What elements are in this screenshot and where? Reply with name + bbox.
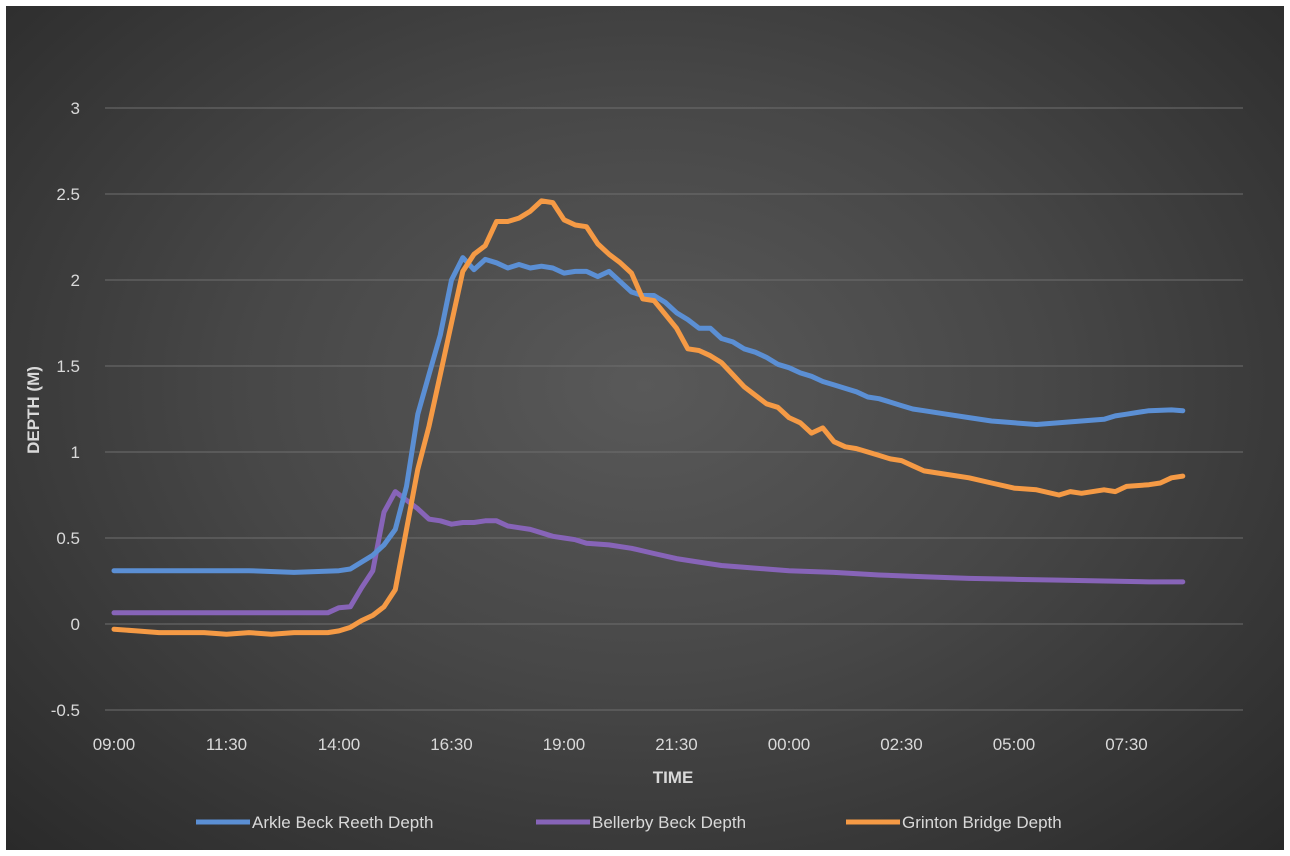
- y-tick-label: 3: [71, 99, 80, 118]
- legend-label-2: Grinton Bridge Depth: [902, 813, 1062, 832]
- x-tick-label: 14:00: [318, 735, 361, 754]
- y-tick-label: 2: [71, 271, 80, 290]
- y-tick-label: 0: [71, 615, 80, 634]
- legend-label-1: Bellerby Beck Depth: [592, 813, 746, 832]
- x-tick-label: 05:00: [993, 735, 1036, 754]
- x-tick-labels: 09:00 11:30 14:00 16:30 19:00 21:30 00:00 02:30…: [93, 735, 1148, 754]
- y-tick-label: 1: [71, 443, 80, 462]
- x-tick-label: 00:00: [768, 735, 811, 754]
- legend: Arkle Beck Reeth Depth Bellerby Beck Dept…: [196, 813, 1062, 832]
- series-line-2: [111, 198, 1186, 637]
- y-tick-label: -0.5: [51, 701, 80, 720]
- y-tick-labels: -0.5 0 0.5 1 1.5 2 2.5 3: [51, 99, 80, 720]
- chart-area: [6, 6, 1284, 850]
- x-tick-label: 02:30: [880, 735, 923, 754]
- y-tick-label: 2.5: [56, 185, 80, 204]
- y-tick-label: 1.5: [56, 357, 80, 376]
- x-axis-title: TIME: [653, 768, 694, 787]
- gridlines: [105, 107, 1243, 711]
- x-tick-label: 09:00: [93, 735, 136, 754]
- y-tick-label: 0.5: [56, 529, 80, 548]
- series-line-0: [111, 255, 1186, 575]
- x-tick-label: 11:30: [206, 735, 247, 754]
- x-tick-label: 07:30: [1105, 735, 1148, 754]
- x-tick-label: 19:00: [543, 735, 586, 754]
- x-tick-label: 21:30: [655, 735, 698, 754]
- x-tick-label: 16:30: [430, 735, 473, 754]
- series-lines: [111, 198, 1186, 637]
- series-line-1: [111, 489, 1186, 616]
- legend-label-0: Arkle Beck Reeth Depth: [252, 813, 433, 832]
- y-axis-title: DEPTH (M): [24, 366, 43, 454]
